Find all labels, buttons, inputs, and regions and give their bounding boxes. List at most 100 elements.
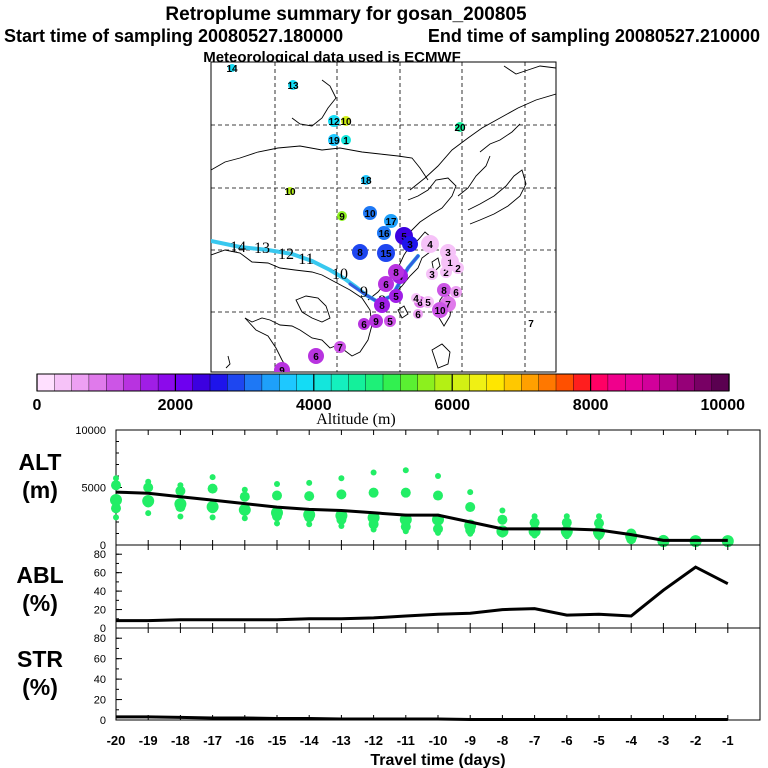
start-time-label: Start time of sampling 20080527.180000 <box>4 26 343 46</box>
map-marker: 8 <box>352 244 368 260</box>
colorbar-cell <box>452 373 471 392</box>
y-tick-label: 0 <box>100 623 106 635</box>
map-marker: 6 <box>308 348 324 364</box>
colorbar-cell <box>417 373 436 392</box>
map-marker-dot <box>437 283 451 297</box>
map-marker-dot <box>432 302 448 318</box>
cluster-altitude-dot <box>370 526 377 533</box>
cluster-altitude-dot <box>402 467 409 474</box>
cluster-altitude-dot <box>467 489 474 496</box>
map-marker: 13 <box>287 80 299 92</box>
x-tick-label: -12 <box>364 733 383 748</box>
cluster-altitude-dot <box>402 528 409 535</box>
track-day-label: 12 <box>278 246 294 263</box>
cluster-altitude-dot <box>177 513 184 520</box>
cluster-altitude-dot <box>175 485 186 496</box>
track-day-label: 13 <box>254 240 270 257</box>
colorbar-cell <box>625 373 644 392</box>
cluster-altitude-dot <box>209 514 216 521</box>
map-marker-label: 7 <box>445 300 451 311</box>
cluster-altitude-dot <box>563 533 570 540</box>
map-marker-label: 4 <box>413 294 419 305</box>
map-marker-dot <box>361 175 371 185</box>
cluster-altitude-dot <box>306 521 313 528</box>
map-marker-dot <box>440 244 456 260</box>
colorbar-cell <box>642 373 661 392</box>
x-tick-label: -4 <box>625 733 637 748</box>
colorbar-cell <box>36 373 55 392</box>
cluster-altitude-dot <box>336 489 347 500</box>
cluster-altitude-dot <box>499 531 506 538</box>
colorbar-cell <box>555 373 574 392</box>
colorbar-cell <box>382 373 401 392</box>
colorbar-cell <box>365 373 384 392</box>
cluster-altitude-dot <box>531 513 538 520</box>
y-tick-label: 20 <box>94 695 106 707</box>
colorbar-cell <box>330 373 350 392</box>
colorbar-cell <box>192 373 211 392</box>
colorbar-cell <box>227 373 246 392</box>
map-marker-label: 2 <box>443 268 449 279</box>
x-tick-label: -18 <box>171 733 190 748</box>
panel-ylabel-unit: (%) <box>22 590 58 616</box>
colorbar-cell <box>573 373 592 392</box>
map-marker-dot <box>452 262 464 274</box>
colorbar-cell <box>313 373 332 392</box>
x-tick-label: -11 <box>397 733 415 748</box>
colorbar-cell <box>469 373 488 392</box>
map-marker-dot <box>426 268 438 280</box>
map-marker: 19 <box>328 134 340 147</box>
map-marker-label: 6 <box>313 352 319 363</box>
x-axis: -20 -19 -18 -17 -16 -15 -14 -13 -12 -11 -10 -9 -8 -7 -… <box>107 733 734 748</box>
cluster-altitude-dot <box>400 521 411 532</box>
map-marker-label: 8 <box>357 248 363 259</box>
colorbar-cell <box>434 373 453 392</box>
cluster-altitude-dot <box>594 518 604 529</box>
map-marker-dot <box>384 214 398 228</box>
map-marker: 1 <box>341 135 351 147</box>
map-marker-dot <box>389 289 403 303</box>
colorbar-tick-label: 8000 <box>573 397 609 414</box>
map-marker: 4 <box>411 293 421 305</box>
cluster-altitude-dot <box>143 497 154 508</box>
map-marker: 9 <box>274 362 290 372</box>
cluster-altitude-dot <box>304 491 315 502</box>
map-marker-dot <box>358 318 370 330</box>
map-marker: 7 <box>528 319 534 330</box>
cluster-altitude-dot <box>272 511 282 522</box>
track-day-label: 11 <box>298 251 313 268</box>
colorbar-tick-label: 2000 <box>158 397 194 414</box>
mean-altitude-line <box>115 490 728 542</box>
cluster-altitude-dot <box>306 479 313 486</box>
y-tick-label: 60 <box>94 654 106 666</box>
map-marker-dot <box>411 293 421 303</box>
map-marker: 10 <box>284 187 296 198</box>
cluster-altitude-dot <box>207 503 218 514</box>
map-marker: 5 <box>389 289 403 303</box>
map-marker-label: 13 <box>287 81 299 92</box>
map-marker-label: 3 <box>429 270 435 281</box>
cluster-altitude-dot <box>113 475 119 482</box>
map-marker-label: 2 <box>455 264 461 275</box>
map-marker-label: 3 <box>407 240 413 251</box>
colorbar-cell <box>400 373 419 392</box>
map-marker: 8 <box>374 297 390 313</box>
cluster-altitude-dot <box>113 514 119 521</box>
map-marker: 9 <box>369 314 383 328</box>
map-marker: 3 <box>402 236 418 252</box>
cluster-altitude-dot <box>336 514 347 525</box>
map-marker-dot <box>274 362 290 372</box>
map-marker: 12 <box>328 115 340 128</box>
colorbar-cell <box>676 373 695 392</box>
y-tick-label: 0 <box>100 540 106 552</box>
map-marker-dot <box>378 276 394 292</box>
map-marker-dot <box>374 297 390 313</box>
map-marker-label: 20 <box>454 123 466 134</box>
cluster-altitude-dot <box>435 529 441 536</box>
x-tick-label: -14 <box>300 733 320 748</box>
map-marker: 17 <box>384 214 398 228</box>
map-marker-label: 1 <box>343 136 349 147</box>
map-markers: 1413121019120181091017161585343213246588… <box>226 64 534 372</box>
x-tick-label: -5 <box>593 733 605 748</box>
panel-ylabel-unit: (m) <box>22 477 58 503</box>
